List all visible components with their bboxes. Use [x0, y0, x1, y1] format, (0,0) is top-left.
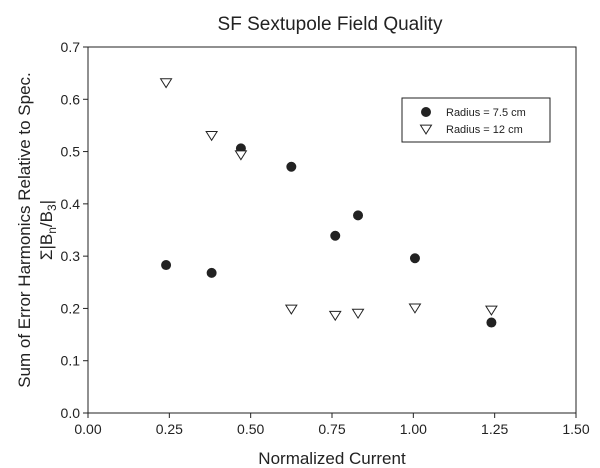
x-axis-label: Normalized Current [258, 449, 406, 468]
data-point-radius-7-5cm [409, 253, 420, 264]
y-label-sum: Σ|B [37, 234, 56, 260]
x-tick-label: 0.00 [74, 421, 101, 437]
data-point-radius-7-5cm [353, 210, 364, 221]
y-tick-label: 0.0 [61, 405, 81, 421]
data-point-radius-12cm [328, 310, 342, 322]
y-axis-label: Sum of Error Harmonics Relative to Spec.… [15, 72, 59, 388]
data-point-radius-7-5cm [206, 267, 217, 278]
data-point-radius-12cm [485, 305, 498, 316]
y-label-end: | [37, 200, 56, 204]
data-point-radius-12cm [205, 131, 219, 142]
x-tick-label: 0.25 [156, 421, 183, 437]
x-tick-label: 1.00 [400, 421, 427, 437]
legend-box [401, 97, 551, 143]
data-point-radius-12cm [351, 308, 365, 320]
legend: Radius = 7.5 cm Radius = 12 cm [401, 97, 551, 143]
y-label-mid: /B [37, 211, 56, 227]
y-tick-label: 0.1 [61, 353, 81, 369]
data-point-radius-7-5cm [161, 260, 172, 271]
legend-marker [419, 124, 433, 135]
legend-label: Radius = 7.5 cm [446, 107, 526, 119]
chart-title: SF Sextupole Field Quality [218, 14, 443, 35]
data-point-radius-12cm [408, 303, 422, 314]
data-points [159, 78, 498, 328]
data-point-radius-7-5cm [486, 317, 497, 328]
y-tick-label: 0.4 [61, 196, 81, 212]
x-tick-label: 0.75 [318, 421, 345, 437]
x-tick-label: 1.50 [562, 421, 589, 437]
y-axis-label-line1: Sum of Error Harmonics Relative to Spec. [15, 72, 34, 388]
y-tick-label: 0.3 [61, 248, 81, 264]
data-point-radius-7-5cm [286, 161, 297, 172]
x-tick-label: 0.50 [237, 421, 264, 437]
y-tick-label: 0.5 [61, 144, 81, 160]
y-axis-label-line2: Σ|Bn/B3| [37, 200, 59, 260]
data-point-radius-12cm [284, 304, 298, 315]
y-tick-label: 0.7 [61, 39, 81, 55]
y-tick-label: 0.2 [61, 300, 81, 316]
x-axis-ticks: 0.00 0.25 0.50 0.75 1.00 1.25 1.50 [74, 413, 590, 437]
legend-label: Radius = 12 cm [446, 124, 523, 136]
y-axis-ticks: 0.0 0.1 0.2 0.3 0.4 0.5 0.6 0.7 [61, 39, 88, 421]
data-point-radius-12cm [234, 150, 248, 161]
y-label-sub-3: 3 [45, 204, 59, 211]
data-point-radius-7-5cm [330, 230, 341, 241]
y-tick-label: 0.6 [61, 91, 81, 107]
x-tick-label: 1.25 [481, 421, 508, 437]
data-point-radius-12cm [159, 78, 173, 89]
y-label-sub-n: n [45, 227, 59, 234]
legend-marker [421, 107, 431, 117]
